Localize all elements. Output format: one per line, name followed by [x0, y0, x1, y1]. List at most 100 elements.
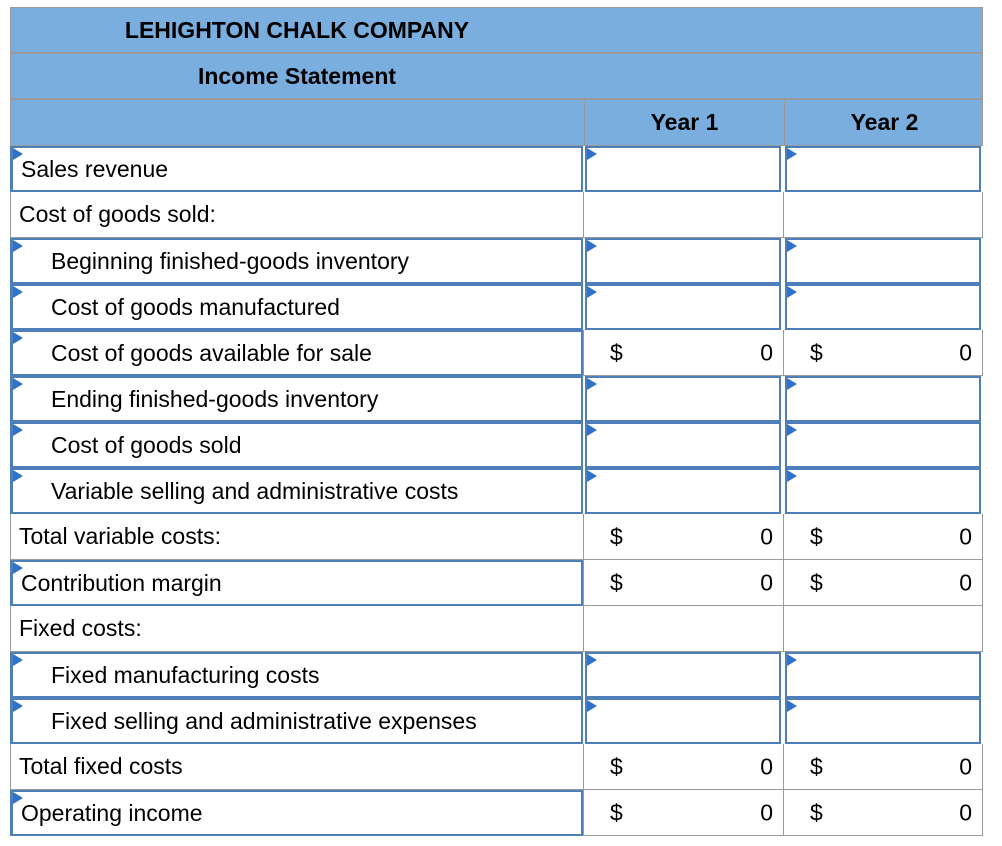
row-label-text: Variable selling and administrative cost… [51, 477, 459, 504]
row-label-input[interactable]: Fixed selling and administrative expense… [10, 698, 583, 744]
row-label-input[interactable]: Variable selling and administrative cost… [10, 468, 583, 514]
year-1-computed: $0 [583, 744, 783, 790]
computed-value: 0 [959, 339, 972, 365]
computed-value: 0 [760, 753, 773, 779]
row-label: Cost of goods sold: [10, 192, 583, 238]
currency-symbol: $ [810, 339, 823, 365]
row-label-input[interactable]: Cost of goods manufactured [10, 284, 583, 330]
computed-value: 0 [760, 799, 773, 825]
year-2-input[interactable] [785, 652, 981, 698]
row-label-text: Cost of goods sold [51, 431, 242, 458]
year-2-computed: $0 [783, 744, 983, 790]
table-row: Contribution margin $0 $0 [10, 560, 983, 606]
year-1-input[interactable] [585, 146, 781, 192]
input-marker-icon [587, 148, 597, 160]
row-label-input[interactable]: Beginning finished-goods inventory [10, 238, 583, 284]
year-1-input[interactable] [585, 652, 781, 698]
input-marker-icon [787, 240, 797, 252]
column-header-year-2: Year 2 [784, 100, 984, 145]
table-row: Ending finished-goods inventory [10, 376, 983, 422]
input-marker-icon [787, 378, 797, 390]
company-header: LEHIGHTON CHALK COMPANY [10, 7, 983, 53]
year-1-input[interactable] [585, 238, 781, 284]
company-name: LEHIGHTON CHALK COMPANY [124, 16, 470, 43]
row-label-input[interactable]: Ending finished-goods inventory [10, 376, 583, 422]
table-row: Cost of goods sold [10, 422, 983, 468]
input-marker-icon [13, 792, 23, 804]
row-label: Fixed costs: [10, 606, 583, 652]
row-label-text: Cost of goods manufactured [51, 293, 340, 320]
year-2-input[interactable] [785, 422, 981, 468]
year-2-computed: $0 [783, 330, 983, 376]
input-marker-icon [13, 286, 23, 298]
table-row: Operating income $0 $0 [10, 790, 983, 836]
year-2-input[interactable] [785, 284, 981, 330]
row-label-text: Contribution margin [21, 569, 222, 596]
row-label-text: Operating income [21, 799, 203, 826]
year-2-input[interactable] [785, 238, 981, 284]
year-1-input[interactable] [585, 376, 781, 422]
year-1-computed: $0 [583, 790, 783, 836]
statement-title: Income Statement [197, 62, 397, 89]
year-2-input[interactable] [785, 146, 981, 192]
currency-symbol: $ [610, 753, 623, 779]
year-1-computed: $0 [583, 514, 783, 560]
row-label-text: Cost of goods available for sale [51, 339, 372, 366]
row-label-text: Fixed manufacturing costs [51, 661, 320, 688]
row-label-input[interactable]: Fixed manufacturing costs [10, 652, 583, 698]
input-marker-icon [587, 424, 597, 436]
table-row: Cost of goods manufactured [10, 284, 983, 330]
input-marker-icon [13, 240, 23, 252]
year-1-input[interactable] [585, 284, 781, 330]
row-label-text: Sales revenue [21, 155, 169, 182]
row-label-text: Beginning finished-goods inventory [51, 247, 410, 274]
row-label: Total fixed costs [10, 744, 583, 790]
column-header-row: Year 1 Year 2 [10, 99, 983, 146]
year-1-cell [583, 192, 783, 238]
input-marker-icon [13, 654, 23, 666]
row-label-input[interactable]: Contribution margin [10, 560, 583, 606]
year-1-computed: $0 [583, 330, 783, 376]
row-label-text: Cost of goods sold: [19, 201, 216, 227]
currency-symbol: $ [810, 569, 823, 595]
table-row: Cost of goods sold: [10, 192, 983, 238]
table-row: Total variable costs: $0 $0 [10, 514, 983, 560]
table-row: Variable selling and administrative cost… [10, 468, 983, 514]
input-marker-icon [787, 424, 797, 436]
input-marker-icon [13, 700, 23, 712]
row-label-input[interactable]: Cost of goods sold [10, 422, 583, 468]
year-2-input[interactable] [785, 698, 981, 744]
input-marker-icon [587, 240, 597, 252]
input-marker-icon [13, 148, 23, 160]
input-marker-icon [587, 700, 597, 712]
year-2-input[interactable] [785, 376, 981, 422]
input-marker-icon [787, 654, 797, 666]
year-2-computed: $0 [783, 790, 983, 836]
input-marker-icon [787, 700, 797, 712]
input-marker-icon [587, 378, 597, 390]
year-2-cell [783, 192, 983, 238]
input-marker-icon [13, 562, 23, 574]
computed-value: 0 [959, 753, 972, 779]
year-1-input[interactable] [585, 698, 781, 744]
computed-value: 0 [760, 569, 773, 595]
input-marker-icon [13, 470, 23, 482]
row-label-text: Total fixed costs [19, 753, 183, 779]
year-2-computed: $0 [783, 560, 983, 606]
currency-symbol: $ [610, 569, 623, 595]
currency-symbol: $ [610, 799, 623, 825]
input-marker-icon [787, 148, 797, 160]
table-row: Fixed costs: [10, 606, 983, 652]
row-label-input[interactable]: Sales revenue [10, 146, 583, 192]
row-label-input[interactable]: Cost of goods available for sale [10, 330, 583, 376]
computed-value: 0 [959, 569, 972, 595]
table-row: Beginning finished-goods inventory [10, 238, 983, 284]
row-label-input[interactable]: Operating income [10, 790, 583, 836]
year-1-computed: $0 [583, 560, 783, 606]
year-2-input[interactable] [785, 468, 981, 514]
table-row: Fixed manufacturing costs [10, 652, 983, 698]
currency-symbol: $ [810, 799, 823, 825]
year-1-input[interactable] [585, 468, 781, 514]
year-1-input[interactable] [585, 422, 781, 468]
table-row: Sales revenue [10, 146, 983, 192]
